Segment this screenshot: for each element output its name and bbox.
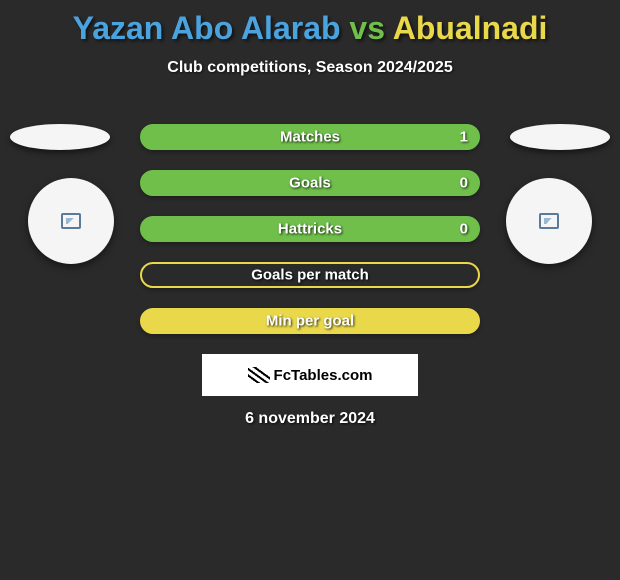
fctables-logo-icon [248,367,270,383]
attribution-text: FcTables.com [274,367,373,384]
stat-bar-label: Hattricks [278,221,342,238]
player1-avatar [28,178,114,264]
stat-bar-value: 0 [460,221,468,238]
stat-bar: Goals per match [140,262,480,288]
placeholder-image-icon [61,213,81,229]
placeholder-image-icon [539,213,559,229]
player1-name: Yazan Abo Alarab [73,10,341,46]
stat-bar-label: Min per goal [266,313,354,330]
player2-avatar [506,178,592,264]
stat-bar-value: 0 [460,175,468,192]
player2-flag-icon [510,124,610,150]
stat-bar-label: Goals [289,175,331,192]
comparison-bars: Matches 1 Goals 0 Hattricks 0 Goals per match M… [140,124,480,354]
player1-flag-icon [10,124,110,150]
attribution-badge: FcTables.com [202,354,418,396]
vs-separator: vs [349,10,385,46]
stat-bar: Goals 0 [140,170,480,196]
stat-bar: Matches 1 [140,124,480,150]
stat-bar: Hattricks 0 [140,216,480,242]
page-title: Yazan Abo Alarab vs Abualnadi [0,0,620,47]
stat-bar: Min per goal [140,308,480,334]
stat-bar-label: Matches [280,129,340,146]
stat-bar-value: 1 [460,129,468,146]
subtitle: Club competitions, Season 2024/2025 [0,59,620,77]
date-text: 6 november 2024 [245,410,375,428]
stat-bar-label: Goals per match [251,267,369,284]
player2-name: Abualnadi [393,10,548,46]
